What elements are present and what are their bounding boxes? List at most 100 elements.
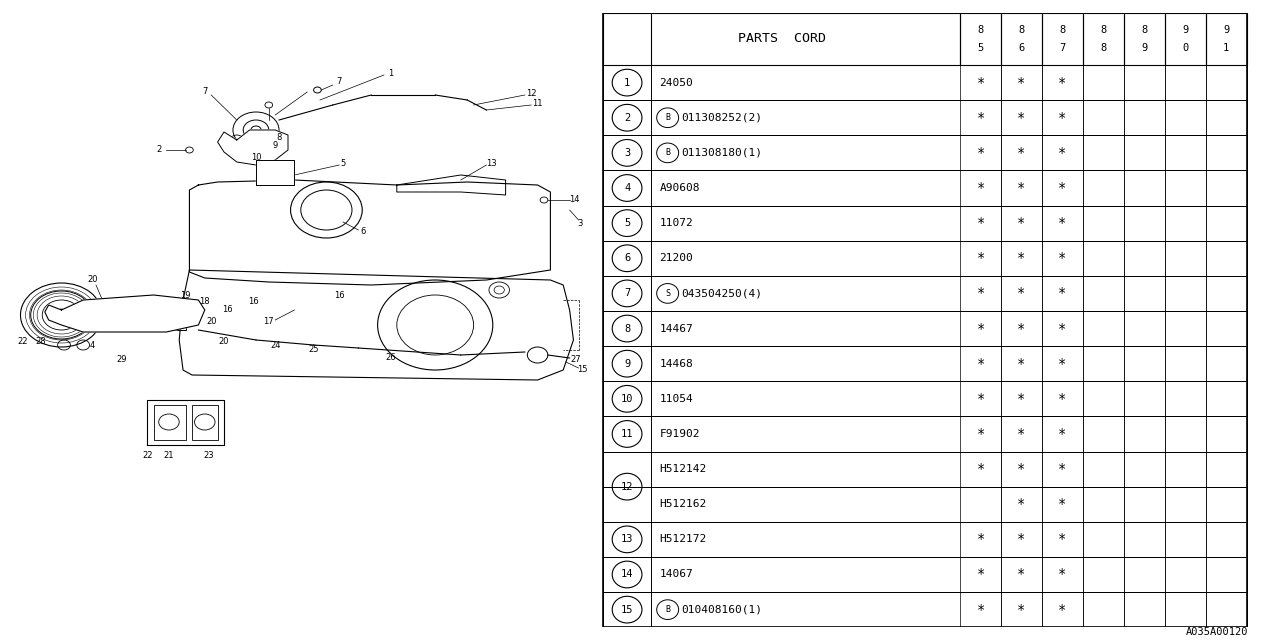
Polygon shape [179,270,573,380]
Bar [960,592,1001,627]
Bar [1042,311,1083,346]
Polygon shape [218,130,288,165]
Text: *: * [1059,181,1066,195]
Bar [1042,241,1083,276]
Bar [1083,205,1124,241]
Text: 8: 8 [276,132,282,141]
Bar [1083,452,1124,486]
Text: 24050: 24050 [659,77,694,88]
Text: *: * [1018,321,1025,335]
Text: 26: 26 [385,353,396,362]
Bar [1001,592,1042,627]
Text: 16: 16 [248,298,259,307]
Text: B: B [666,605,671,614]
Bar [1165,65,1206,100]
Text: 9: 9 [623,358,630,369]
Bar [1042,381,1083,417]
Bar [1124,592,1165,627]
Bar [1124,170,1165,205]
Text: 8: 8 [978,25,984,35]
Text: 8: 8 [1101,43,1106,53]
Text: 3: 3 [623,148,630,158]
Text: 13: 13 [486,159,497,168]
Text: 7: 7 [1060,43,1066,53]
Text: PARTS  CORD: PARTS CORD [737,33,826,45]
Bar [1206,170,1247,205]
Bar [1042,170,1083,205]
Text: *: * [1059,287,1066,300]
Polygon shape [256,160,294,185]
Bar [1042,205,1083,241]
Text: 27: 27 [571,355,581,365]
Bar [1001,522,1042,557]
Bar [109,298,186,330]
Text: 20: 20 [206,317,216,326]
Bar [1206,452,1247,486]
Bar [1165,276,1206,311]
Polygon shape [189,180,550,285]
Bar [603,170,1247,205]
Text: 010408160(1): 010408160(1) [681,605,763,614]
Text: 22: 22 [142,451,152,460]
Text: 0: 0 [1183,43,1188,53]
Text: 9: 9 [1142,43,1147,53]
Bar [1124,381,1165,417]
Bar [1001,100,1042,135]
Text: 14: 14 [570,195,580,204]
Bar [1083,276,1124,311]
Text: 20: 20 [87,275,97,285]
Bar [1042,135,1083,170]
Text: *: * [1018,392,1025,406]
Bar [603,557,1247,592]
Text: *: * [977,181,984,195]
Text: 9: 9 [273,141,278,150]
Text: 10: 10 [251,152,261,161]
Bar [1124,486,1165,522]
Text: 16: 16 [334,291,344,300]
Text: 043504250(4): 043504250(4) [681,289,763,298]
Text: *: * [1018,146,1025,160]
Bar [1165,346,1206,381]
Text: 5: 5 [978,43,984,53]
Text: *: * [1059,497,1066,511]
Bar [1165,100,1206,135]
Bar [1165,311,1206,346]
Bar [1001,557,1042,592]
Text: *: * [1018,76,1025,90]
Bar [960,557,1001,592]
Bar [1083,13,1124,65]
Text: 011308252(2): 011308252(2) [681,113,763,123]
Bar [1083,557,1124,592]
Bar [1165,241,1206,276]
Text: B: B [666,113,671,122]
Bar [1206,592,1247,627]
Text: *: * [1018,181,1025,195]
Text: 10: 10 [621,394,634,404]
Text: 1: 1 [388,68,393,77]
Bar [1206,276,1247,311]
Bar [603,135,1247,170]
Text: *: * [1018,462,1025,476]
Text: S: S [666,289,671,298]
Text: 5: 5 [340,159,346,168]
Text: *: * [977,252,984,265]
Text: 23: 23 [204,451,214,460]
Bar [1042,65,1083,100]
Bar [1001,346,1042,381]
Bar [1165,557,1206,592]
Bar [1042,13,1083,65]
Bar [960,417,1001,451]
Text: 11054: 11054 [659,394,694,404]
Text: *: * [1059,532,1066,547]
Text: 8: 8 [1060,25,1066,35]
Text: *: * [977,76,984,90]
Bar [1042,417,1083,451]
Bar [1206,241,1247,276]
Text: 11: 11 [621,429,634,439]
Text: *: * [1018,568,1025,582]
Bar [960,13,1001,65]
Text: 8: 8 [1101,25,1106,35]
Bar [1124,557,1165,592]
Bar [1083,417,1124,451]
Bar [1124,65,1165,100]
